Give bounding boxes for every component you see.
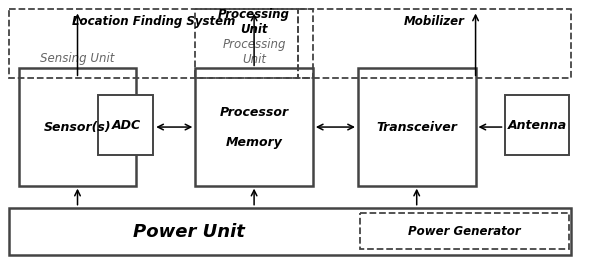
Text: Processor

Memory: Processor Memory [219,106,289,149]
Bar [19,68,136,186]
Bar [504,95,569,155]
Text: Transceiver: Transceiver [376,121,457,133]
Text: Sensor(s): Sensor(s) [44,121,112,133]
Text: Power Generator: Power Generator [408,224,521,238]
Text: Antenna: Antenna [507,118,566,132]
Text: Power Unit: Power Unit [133,222,245,241]
Bar [298,9,571,78]
Bar [99,95,153,155]
Text: Processing
Unit: Processing Unit [218,8,290,35]
Text: Sensing Unit: Sensing Unit [40,52,114,65]
Bar [195,9,313,78]
Text: Processing
Unit: Processing Unit [222,38,286,66]
Text: Location Finding System: Location Finding System [71,15,235,28]
Text: ADC: ADC [112,118,140,132]
Bar [9,9,298,78]
Bar [358,68,476,186]
Bar [9,208,571,256]
Bar [195,68,313,186]
Text: Mobilizer: Mobilizer [404,15,465,28]
Bar [360,213,569,250]
